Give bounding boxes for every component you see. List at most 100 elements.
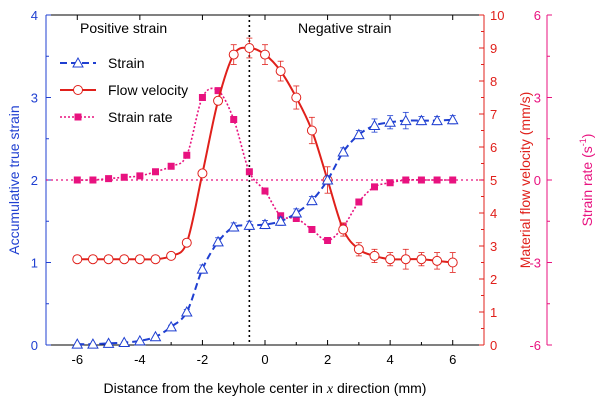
strain-rate-point	[433, 176, 441, 184]
strain-rate-point	[214, 87, 222, 95]
strain-rate-point	[386, 179, 394, 187]
strain-rate-point	[292, 215, 300, 222]
right2-tick-label: 6	[534, 8, 541, 23]
strain-point	[102, 337, 115, 348]
strain-rate-point	[136, 172, 144, 180]
left-tick-label: 0	[31, 338, 38, 353]
flow-velocity-point	[228, 49, 239, 60]
strain-rate-point	[402, 176, 410, 184]
left-tick-label: 4	[31, 8, 38, 23]
right1-tick-label: 9	[490, 41, 497, 56]
flow-velocity-point	[134, 254, 145, 265]
annotation-positive-strain: Positive strain	[80, 20, 167, 36]
strain-rate-point	[183, 151, 191, 159]
right1-axis-label: Material flow velocity (mm/s)	[517, 92, 533, 269]
x-axis-label: Distance from the keyhole center in x di…	[104, 380, 427, 397]
flow-velocity-point	[432, 255, 443, 266]
strain-point	[431, 114, 443, 126]
right1-tick-label: 4	[490, 206, 497, 221]
strain-point	[87, 338, 99, 349]
flow-velocity-point	[150, 254, 161, 265]
right1-tick-label: 5	[490, 173, 497, 188]
flow-velocity-line	[77, 46, 453, 264]
legend-strain-rate-label: Strain rate	[108, 109, 173, 125]
flow-velocity-point	[385, 254, 396, 265]
left-axis-label: Accumulative true strain	[6, 105, 22, 254]
right2-axis-label: Strain rate (s-1)	[578, 134, 595, 227]
flow-velocity-point	[260, 49, 270, 60]
right2-tick-label: 0	[534, 173, 541, 188]
strain-point	[180, 305, 193, 317]
strain-rate-point	[230, 116, 238, 123]
strain-point	[243, 219, 256, 230]
axes-layer: -6 -4 -2 0 2 4 6 0 1 2 3 4 0 1 2 3 4 5 6 7 8 9 10 -6 -3 0 3 6	[31, 8, 552, 367]
flow-velocity-point	[416, 254, 427, 265]
strain-point	[446, 113, 459, 125]
strain-rate-point	[89, 176, 97, 184]
strain-point	[212, 235, 224, 247]
left-tick-label: 3	[31, 91, 38, 106]
strain-point	[165, 320, 177, 332]
strain-rate-point	[198, 94, 206, 101]
flow-velocity-point	[338, 224, 349, 235]
x-tick-label: 4	[387, 352, 394, 367]
strain-point	[353, 128, 365, 140]
legend-flow-velocity-label: Flow velocity	[108, 82, 188, 98]
strain-line	[77, 118, 453, 346]
x-tick-label: -6	[72, 352, 84, 367]
strain-point	[149, 330, 162, 342]
strain-point	[321, 173, 334, 185]
right1-tick-label: 0	[490, 338, 497, 353]
legend-strain-label: Strain	[108, 55, 145, 71]
strain-rate-point	[167, 162, 175, 170]
strain-rate-point	[449, 176, 457, 184]
right2-tick-label: -3	[529, 256, 541, 271]
strain-rate-point	[417, 176, 425, 184]
strain-point	[368, 119, 381, 131]
right2-tick-label: -6	[529, 338, 541, 353]
right1-tick-label: 8	[490, 74, 497, 89]
strain-rate-point	[355, 198, 363, 206]
flow-velocity-point	[400, 254, 411, 265]
flow-velocity-point	[369, 250, 380, 261]
flow-velocity-point	[353, 244, 364, 255]
strain-point	[227, 220, 240, 232]
series-layer	[46, 15, 484, 349]
flow-velocity-point	[181, 237, 192, 248]
strain-rate-point	[245, 168, 253, 176]
legend-strain-marker	[72, 56, 84, 68]
legend-strain-rate-marker	[74, 113, 82, 121]
strain-point	[306, 194, 318, 206]
strain-point	[337, 145, 350, 157]
strain-point	[290, 206, 303, 218]
x-tick-label: 0	[261, 352, 268, 367]
strain-rate-point	[371, 183, 378, 191]
x-tick-label: 6	[449, 352, 456, 367]
flow-velocity-point	[103, 254, 114, 265]
strain-point	[118, 336, 131, 348]
flow-velocity-point	[197, 168, 208, 179]
strain-rate-point	[324, 237, 332, 244]
right1-tick-label: 10	[490, 8, 504, 23]
x-tick-label: 2	[324, 352, 331, 367]
strain-rate-point	[308, 226, 316, 233]
flow-velocity-point	[244, 43, 255, 53]
right1-tick-label: 2	[490, 272, 497, 287]
strain-point	[399, 114, 412, 126]
x-tick-label: -2	[197, 352, 209, 367]
flow-velocity-point	[275, 66, 286, 77]
legend: Strain Flow velocity Strain rate	[60, 55, 188, 125]
flow-velocity-point	[72, 254, 83, 265]
flow-velocity-point	[447, 257, 458, 268]
flow-velocity-point	[119, 254, 130, 265]
left-tick-label: 2	[31, 173, 38, 188]
right1-tick-label: 1	[490, 305, 497, 320]
right2-tick-label: 3	[534, 91, 541, 106]
strain-point	[196, 263, 209, 274]
strain-point	[134, 334, 146, 346]
annotation-negative-strain: Negative strain	[298, 20, 391, 36]
strain-point	[415, 114, 428, 126]
strain-point	[274, 215, 287, 226]
left-tick-label: 1	[31, 256, 38, 271]
